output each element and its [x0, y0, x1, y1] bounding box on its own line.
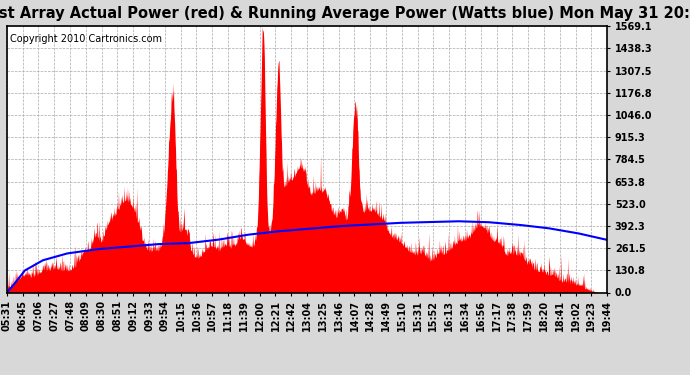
Text: East Array Actual Power (red) & Running Average Power (Watts blue) Mon May 31 20: East Array Actual Power (red) & Running … — [0, 6, 690, 21]
Text: Copyright 2010 Cartronics.com: Copyright 2010 Cartronics.com — [10, 34, 162, 44]
